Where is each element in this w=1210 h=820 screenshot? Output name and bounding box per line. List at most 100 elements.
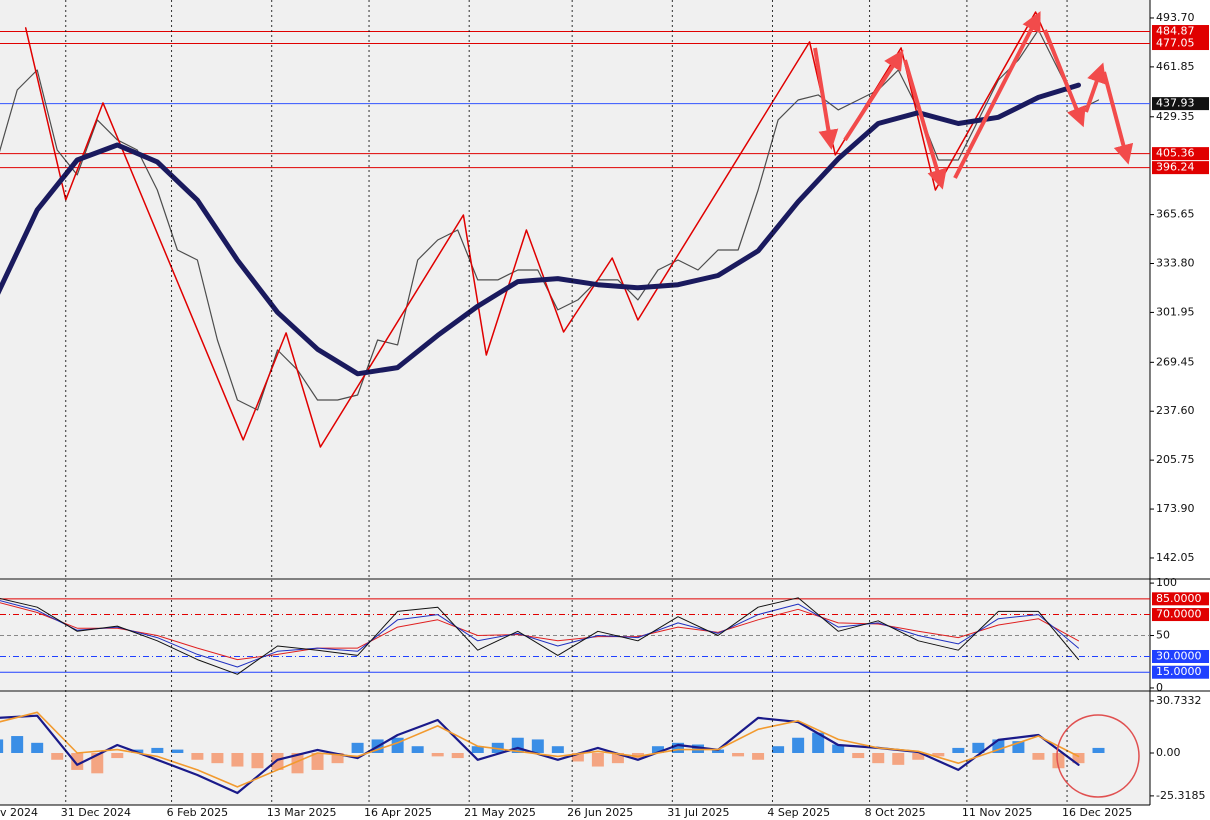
y-tick-label: 173.90 bbox=[1156, 502, 1195, 515]
histogram-bar bbox=[892, 752, 905, 765]
x-tick-label: 4 Sep 2025 bbox=[767, 806, 830, 819]
arrow bbox=[903, 59, 947, 190]
oscillator-panel bbox=[0, 580, 1150, 690]
level-tag-label: 70.0000 bbox=[1156, 608, 1202, 621]
x-tick-label: 13 Mar 2025 bbox=[267, 806, 337, 819]
x-tick-label: 31 Dec 2024 bbox=[61, 806, 131, 819]
histogram-bar bbox=[431, 752, 444, 757]
y-tick-label: 269.45 bbox=[1156, 355, 1195, 368]
x-tick-label: 16 Apr 2025 bbox=[364, 806, 432, 819]
y-tick-label: 461.85 bbox=[1156, 60, 1195, 73]
histogram-bar bbox=[171, 749, 184, 753]
histogram-bar bbox=[651, 746, 664, 753]
histogram-bar bbox=[611, 752, 624, 764]
level-tag bbox=[1152, 592, 1209, 606]
x-tick-label: 26 Jun 2025 bbox=[567, 806, 633, 819]
y-tick-label: 301.95 bbox=[1156, 305, 1195, 318]
histogram-bar bbox=[571, 752, 584, 762]
level-tag bbox=[1152, 608, 1209, 622]
histogram-bar bbox=[451, 752, 464, 759]
level-tag-label: 396.24 bbox=[1156, 161, 1195, 174]
series-line bbox=[0, 711, 1080, 788]
arrow bbox=[813, 47, 839, 150]
histogram-bar bbox=[1072, 752, 1085, 764]
histogram-bar bbox=[772, 746, 785, 753]
level-tag-label: 30.0000 bbox=[1156, 649, 1202, 662]
x-tick-label: 16 Dec 2025 bbox=[1062, 806, 1132, 819]
level-tag bbox=[1152, 147, 1209, 161]
histogram-bar bbox=[271, 752, 284, 770]
x-tick-label: 31 Jul 2025 bbox=[667, 806, 729, 819]
histogram-bar bbox=[591, 752, 604, 767]
y-tick-label: 100 bbox=[1156, 576, 1177, 589]
x-tick-label: 11 Nov 2025 bbox=[962, 806, 1032, 819]
histogram-bar bbox=[812, 732, 825, 753]
histogram-bar bbox=[1012, 741, 1025, 753]
arrow bbox=[953, 11, 1041, 179]
arrow bbox=[843, 49, 904, 142]
histogram-bar bbox=[11, 736, 24, 753]
main-panel bbox=[0, 0, 1150, 578]
histogram-bar bbox=[671, 742, 684, 753]
histogram-bar bbox=[0, 739, 4, 753]
y-tick-label: 142.05 bbox=[1156, 551, 1195, 564]
histogram-bar bbox=[31, 742, 44, 753]
y-tick-label: -25.3185 bbox=[1156, 789, 1205, 802]
histogram-bar bbox=[291, 752, 304, 774]
histogram-bar bbox=[952, 747, 965, 753]
histogram-bar bbox=[91, 752, 104, 774]
level-tag bbox=[1152, 161, 1209, 175]
histogram-bar bbox=[1092, 747, 1105, 753]
histogram-bar bbox=[151, 747, 164, 753]
panel-plot bbox=[0, 711, 1105, 795]
annotations bbox=[813, 11, 1140, 798]
level-tag bbox=[1152, 665, 1209, 679]
x-tick-label: 8 Oct 2025 bbox=[865, 806, 926, 819]
series-line bbox=[0, 597, 1079, 675]
histogram-bar bbox=[1052, 752, 1065, 769]
histogram-bar bbox=[932, 752, 945, 757]
histogram-bar bbox=[391, 737, 404, 753]
level-tag bbox=[1152, 97, 1209, 111]
histogram-bar bbox=[491, 742, 504, 753]
histogram-bar bbox=[471, 746, 484, 753]
histogram-bar bbox=[231, 752, 244, 767]
y-tick-label: 493.70 bbox=[1156, 11, 1195, 24]
histogram-bar bbox=[712, 749, 725, 753]
level-tag bbox=[1152, 25, 1209, 39]
y-tick-label: 0.00 bbox=[1156, 746, 1181, 759]
histogram-bar bbox=[351, 742, 364, 753]
histogram-bar bbox=[852, 752, 865, 759]
histogram-bar bbox=[411, 746, 424, 753]
histogram-bar bbox=[972, 742, 985, 753]
y-tick-label: 50 bbox=[1156, 629, 1170, 642]
y-tick-label: 333.80 bbox=[1156, 257, 1195, 270]
histogram-bar bbox=[692, 744, 705, 753]
y-tick-label: 237.60 bbox=[1156, 404, 1195, 417]
level-tag bbox=[1152, 37, 1209, 51]
series-line bbox=[0, 82, 1081, 377]
histogram-bar bbox=[832, 744, 845, 753]
histogram-bar bbox=[211, 752, 224, 764]
panel-plot bbox=[0, 597, 1150, 675]
histogram-bar bbox=[311, 752, 324, 770]
histogram-bar bbox=[752, 752, 765, 760]
level-tag-label: 477.05 bbox=[1156, 37, 1195, 50]
y-tick-label: 205.75 bbox=[1156, 453, 1195, 466]
arrow bbox=[1084, 62, 1107, 113]
x-tick-label: 21 May 2025 bbox=[464, 806, 536, 819]
y-tick-label: 365.65 bbox=[1156, 208, 1195, 221]
histogram-bar bbox=[331, 752, 344, 764]
histogram-bar bbox=[251, 752, 264, 769]
level-tag-label: 405.36 bbox=[1156, 147, 1195, 160]
y-tick-label: 429.35 bbox=[1156, 110, 1195, 123]
level-tag-label: 484.87 bbox=[1156, 25, 1195, 38]
series-line bbox=[0, 600, 1079, 668]
y-tick-label: 0 bbox=[1156, 681, 1163, 694]
histogram-bar bbox=[912, 752, 925, 760]
x-tick-label: v 2024 bbox=[0, 806, 38, 819]
y-tick-label: 30.7332 bbox=[1156, 694, 1202, 707]
histogram-bar bbox=[631, 752, 644, 759]
